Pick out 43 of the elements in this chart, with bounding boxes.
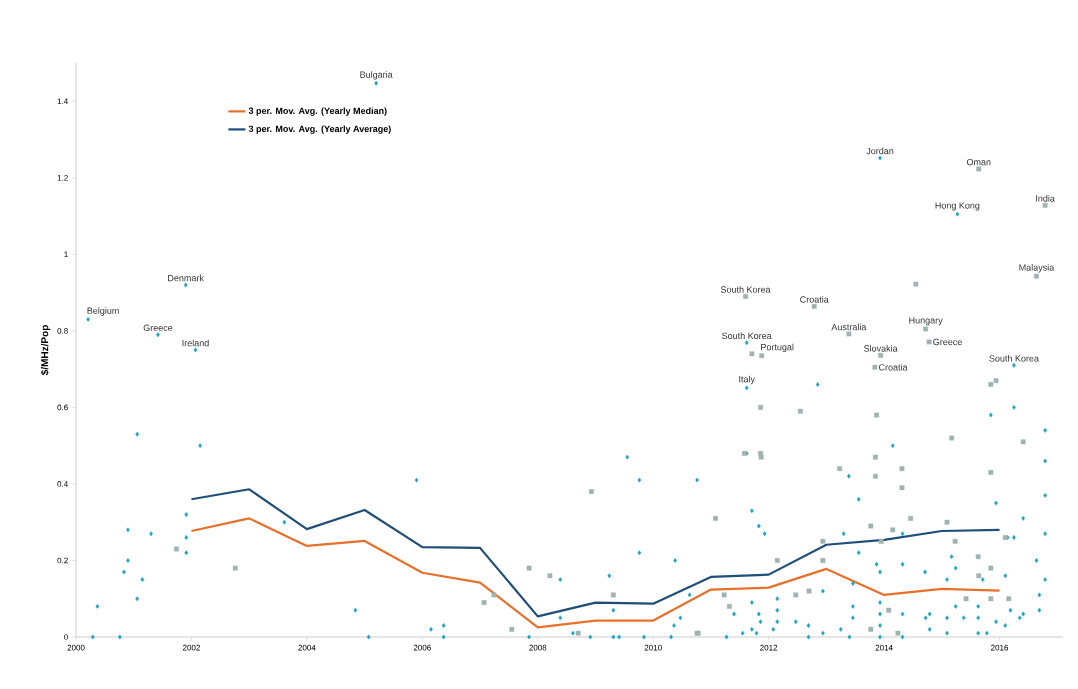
x-tick-label: 2016	[991, 644, 1009, 651]
annotation: Jordan	[866, 147, 894, 155]
y-tick-label: 0	[64, 634, 68, 640]
annotation: South Korea	[720, 286, 771, 293]
line-series	[190, 517, 1001, 629]
y-tick-label: 0.6	[57, 404, 68, 411]
annotation: Croatia	[800, 296, 829, 303]
y-tick-label: 1.2	[57, 175, 68, 181]
line-series	[190, 488, 1001, 618]
annotation: Italy	[739, 375, 755, 385]
y-axis-title: $/MHz/Pop	[40, 325, 51, 376]
annotation: Oman	[966, 158, 991, 166]
y-tick-label: 1	[64, 251, 68, 258]
annotation: India	[1036, 195, 1055, 202]
x-tick-label: 2004	[298, 644, 316, 651]
y-tick-label: 0.2	[57, 557, 68, 564]
x-tick-label: 2006	[413, 644, 431, 651]
legend-label: 3 per. Mov. Avg. (Yearly Average)	[248, 125, 391, 134]
y-tick-label: 1.4	[57, 98, 68, 105]
annotation: Croatia	[879, 363, 908, 371]
annotation: Australia	[831, 323, 867, 331]
x-tick-label: 2002	[182, 644, 200, 651]
annotation: Slovakia	[864, 345, 898, 352]
annotation: Bulgaria	[360, 71, 393, 80]
annotation: Portugal	[761, 343, 794, 353]
y-tick-label: 0.4	[57, 481, 68, 487]
x-tick-label: 2008	[529, 644, 547, 651]
annotation: South Korea	[989, 354, 1039, 362]
x-tick-label: 2014	[875, 644, 893, 651]
legend-label: 3 per. Mov. Avg. (Yearly Median)	[248, 107, 387, 116]
x-tick-label: 2012	[760, 644, 778, 651]
annotation: Greece	[933, 338, 962, 346]
annotation: Hong Kong	[935, 202, 980, 211]
annotation: Greece	[143, 324, 173, 331]
annotation: Ireland	[182, 339, 209, 347]
annotation: Malaysia	[1019, 264, 1055, 273]
y-tick-label: 0.8	[57, 328, 68, 334]
annotation: Belgium	[87, 307, 119, 316]
annotation: Hungary	[909, 317, 943, 326]
x-tick-label: 2010	[644, 644, 662, 651]
annotation: South Korea	[722, 332, 772, 340]
x-tick-label: 2000	[67, 644, 85, 651]
annotation: Denmark	[168, 274, 204, 282]
